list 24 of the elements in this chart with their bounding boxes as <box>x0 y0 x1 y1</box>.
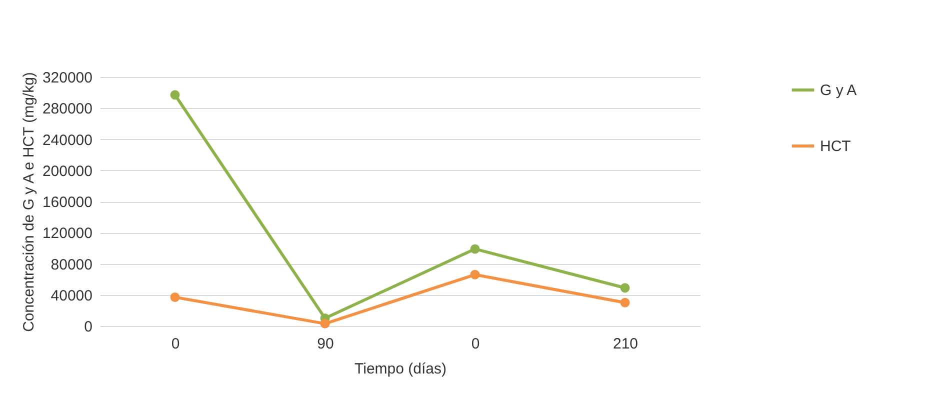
point <box>470 270 480 280</box>
x-axis-title: Tiempo (días) <box>354 360 446 378</box>
y-tick-label: 200000 <box>42 162 92 180</box>
y-tick-label: 240000 <box>42 132 92 149</box>
point <box>320 318 330 328</box>
x-tick-label: 210 <box>612 336 638 352</box>
y-tick-label: 40000 <box>50 287 92 304</box>
point <box>470 244 480 254</box>
legend-label: G y A <box>820 82 857 99</box>
point <box>170 90 180 100</box>
x-tick-label: 90 <box>317 336 334 352</box>
x-tick-label: 0 <box>471 336 480 352</box>
y-tick-label: 280000 <box>42 100 92 118</box>
y-tick-label: 320000 <box>42 70 92 86</box>
point <box>170 292 180 302</box>
point <box>620 283 630 293</box>
legend-label: HCT <box>820 138 851 155</box>
x-tick-label: 0 <box>171 336 180 352</box>
y-tick-label: 0 <box>84 318 92 336</box>
point <box>620 298 630 308</box>
y-tick-label: 80000 <box>50 256 92 274</box>
y-tick-label: 160000 <box>42 194 92 211</box>
y-axis-title: Concentración de G y A e HCT (mg/kg) <box>20 72 38 332</box>
y-tick-label: 120000 <box>42 225 92 242</box>
